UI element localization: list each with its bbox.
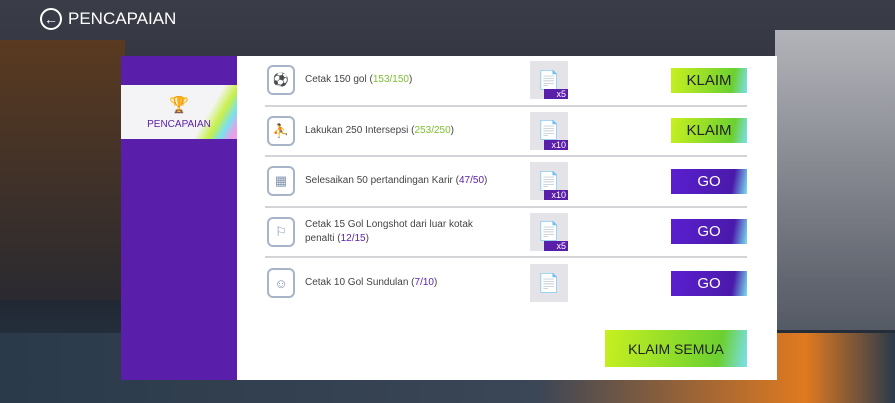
reward-item[interactable]: 📄 x10 xyxy=(530,162,568,201)
achievement-label: Cetak 10 Gol Sundulan xyxy=(305,277,409,289)
achievement-row: ▦ Selesaikan 50 pertandingan Karir (47/5… xyxy=(265,157,747,208)
reward-quantity: x5 xyxy=(544,89,568,100)
document-icon: 📄 xyxy=(537,221,561,242)
claim-all-button[interactable]: KLAIM SEMUA xyxy=(605,330,747,367)
go-button[interactable]: GO xyxy=(671,168,747,194)
longshot-icon: ⚐ xyxy=(267,216,295,247)
achievement-row: ⚽ Cetak 150 gol (153/150) 📄 x5 KLAIM xyxy=(265,56,747,107)
reward-quantity: x10 xyxy=(544,139,568,150)
page-title: PENCAPAIAN xyxy=(68,9,177,28)
achievement-progress: 7/10 xyxy=(414,277,434,289)
reward-item[interactable]: 📄 x10 xyxy=(530,111,568,150)
background-structure xyxy=(775,30,895,330)
achievement-row: ☺ Cetak 10 Gol Sundulan (7/10) 📄 GO xyxy=(265,258,747,309)
claim-button[interactable]: KLAIM xyxy=(671,67,747,93)
achievement-row: ⛹ Lakukan 250 Intersepsi (253/250) 📄 x10 … xyxy=(265,107,747,157)
achievement-row: ⚐ Cetak 15 Gol Longshot dari luar kotak … xyxy=(265,208,747,258)
achievement-text: Lakukan 250 Intersepsi (253/250) xyxy=(305,124,455,136)
background-lockers xyxy=(0,40,125,300)
interception-icon: ⛹ xyxy=(267,115,295,146)
achievement-text: Cetak 15 Gol Longshot dari luar kotak pe… xyxy=(305,218,473,244)
claim-button[interactable]: KLAIM xyxy=(671,118,747,144)
trophy-icon: 🏆 xyxy=(169,96,189,114)
achievement-text: Cetak 10 Gol Sundulan (7/10) xyxy=(305,277,438,289)
achievement-label: Cetak 15 Gol Longshot dari luar kotak pe… xyxy=(305,218,473,244)
achievement-label: Selesaikan 50 pertandingan Karir xyxy=(305,175,453,187)
goal-ball-icon: ⚽ xyxy=(267,65,295,96)
reward-item[interactable]: 📄 x5 xyxy=(530,61,568,100)
reward-quantity: x10 xyxy=(544,190,568,201)
tab-pencapaian[interactable]: 🏆 PENCAPAIAN xyxy=(121,85,237,139)
header: ← PENCAPAIAN xyxy=(40,8,176,30)
reward-quantity: x5 xyxy=(544,240,568,251)
reward-item[interactable]: 📄 x5 xyxy=(530,212,568,251)
reward-item[interactable]: 📄 xyxy=(530,264,568,303)
header-icon: ☺ xyxy=(267,268,295,299)
back-arrow-icon[interactable]: ← xyxy=(40,8,62,30)
achievements-panel: 🏆 PENCAPAIAN ⚽ Cetak 150 gol (153/150) 📄… xyxy=(121,56,777,380)
calendar-check-icon: ▦ xyxy=(267,166,295,197)
achievement-text: Selesaikan 50 pertandingan Karir (47/50) xyxy=(305,175,488,187)
achievement-progress: 153/150 xyxy=(372,74,409,86)
achievement-text: Cetak 150 gol (153/150) xyxy=(305,74,413,86)
achievement-list: ⚽ Cetak 150 gol (153/150) 📄 x5 KLAIM ⛹ Lak… xyxy=(237,56,777,380)
achievement-label: Cetak 150 gol xyxy=(305,74,367,86)
achievement-progress: 47/50 xyxy=(459,175,485,187)
document-icon: 📄 xyxy=(537,69,561,90)
go-button[interactable]: GO xyxy=(671,270,747,296)
document-icon: 📄 xyxy=(537,170,561,191)
document-icon: 📄 xyxy=(537,272,561,293)
tab-label: PENCAPAIAN xyxy=(147,118,211,130)
document-icon: 📄 xyxy=(537,120,561,141)
achievement-label: Lakukan 250 Intersepsi xyxy=(305,124,409,136)
achievement-progress: 253/250 xyxy=(414,124,451,136)
sidebar: 🏆 PENCAPAIAN xyxy=(121,56,237,380)
achievement-progress: 12/15 xyxy=(340,232,366,244)
go-button[interactable]: GO xyxy=(671,219,747,245)
